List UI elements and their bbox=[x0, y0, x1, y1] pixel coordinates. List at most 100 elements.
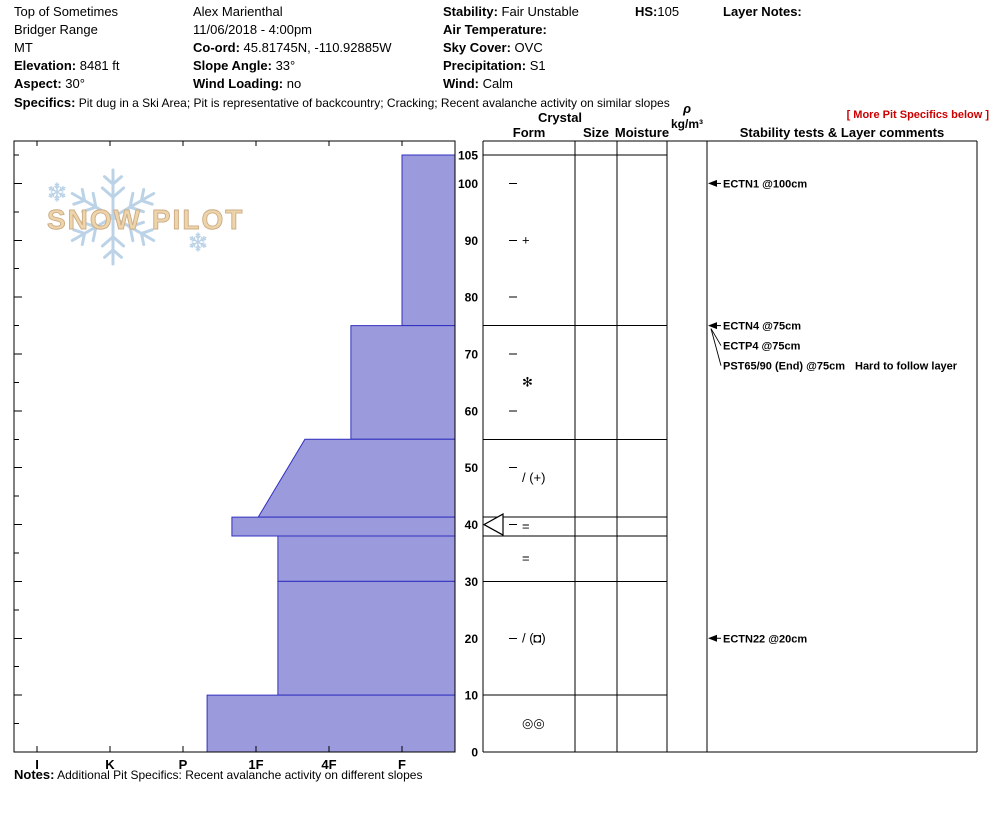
wind-loading-label: Wind Loading: bbox=[193, 76, 284, 91]
coordinates: Co-ord: 45.81745N, -110.92885W bbox=[193, 40, 391, 56]
more-specifics-note: [ More Pit Specifics below ] bbox=[846, 109, 989, 121]
snowpilot-watermark: SNOW PILOT bbox=[47, 168, 244, 266]
crystal-form-symbol: = bbox=[522, 551, 530, 566]
stability-test-label: ECTN4 @75cm bbox=[723, 321, 801, 333]
crystal-header: Crystal bbox=[537, 110, 583, 125]
wind-value: Calm bbox=[478, 76, 513, 91]
pit-name: Top of Sometimes bbox=[14, 4, 119, 19]
slope-angle-value: 33° bbox=[271, 58, 296, 73]
snowflake-icon bbox=[70, 168, 156, 266]
coord-value: 45.81745N, -110.92885W bbox=[239, 40, 392, 55]
snow-layer bbox=[257, 438, 456, 518]
hardness-label: 4F bbox=[321, 757, 336, 772]
stability-test-label: ECTN22 @20cm bbox=[723, 633, 807, 645]
depth-label: 60 bbox=[465, 404, 479, 418]
moisture-column-header: Moisture bbox=[614, 125, 670, 140]
snow-layer bbox=[206, 694, 456, 753]
wind-loading-value: no bbox=[283, 76, 302, 91]
depth-label: 90 bbox=[465, 234, 479, 248]
wind: Wind: Calm bbox=[443, 76, 513, 92]
aspect: Aspect: 30° bbox=[14, 76, 85, 92]
sky-cover: Sky Cover: OVC bbox=[443, 40, 543, 56]
hardness-label: 1F bbox=[248, 757, 263, 772]
aspect-value: 30° bbox=[61, 76, 85, 91]
hardness-label: K bbox=[105, 757, 115, 772]
crystal-form-symbol: = bbox=[522, 519, 530, 534]
footer-notes: Notes: Additional Pit Specifics: Recent … bbox=[14, 767, 422, 783]
test-connector-line bbox=[710, 328, 722, 346]
precipitation: Precipitation: S1 bbox=[443, 58, 546, 74]
stability-test-label: ECTN1 @100cm bbox=[723, 178, 807, 190]
wind-label: Wind: bbox=[443, 76, 479, 91]
test-arrow bbox=[708, 634, 717, 642]
snow-layer bbox=[231, 516, 456, 537]
observer-name: Alex Marienthal bbox=[193, 4, 283, 19]
hs-value: 105 bbox=[657, 4, 680, 19]
crystal-form-symbol: ◎◎ bbox=[522, 716, 545, 731]
stability-value: Fair Unstable bbox=[497, 4, 579, 19]
state: MT bbox=[14, 40, 33, 55]
notes-value: Additional Pit Specifics: Recent avalanc… bbox=[54, 768, 423, 782]
crystal-form-symbol: ✻ bbox=[522, 374, 533, 389]
precipitation-label: Precipitation: bbox=[443, 58, 527, 73]
depth-label: 10 bbox=[465, 689, 479, 703]
crystal-form-symbol: / (+) bbox=[522, 470, 545, 485]
snow-layer bbox=[277, 580, 456, 696]
test-arrow bbox=[708, 179, 717, 187]
stability-test-label: PST65/90 (End) @75cm Hard to follow layer bbox=[723, 361, 958, 373]
depth-label: 80 bbox=[465, 291, 479, 305]
crystal-form-symbol: / (◘) bbox=[522, 630, 546, 645]
layer-flag-marker bbox=[482, 513, 504, 537]
pit-specifics: Specifics: Pit dug in a Ski Area; Pit is… bbox=[14, 95, 670, 111]
hardness-label: F bbox=[398, 757, 406, 772]
layer-notes-label: Layer Notes: bbox=[723, 4, 802, 19]
wind-loading: Wind Loading: no bbox=[193, 76, 301, 92]
chart-frame bbox=[13, 140, 456, 753]
stability-rating: Stability: Fair Unstable bbox=[443, 4, 579, 20]
depth-label: 20 bbox=[465, 632, 479, 646]
air-temperature: Air Temperature: bbox=[443, 22, 547, 38]
sky-cover-label: Sky Cover: bbox=[443, 40, 511, 55]
elevation-label: Elevation: bbox=[14, 58, 77, 73]
depth-label: 40 bbox=[465, 518, 479, 532]
depth-label: 105 bbox=[458, 149, 478, 163]
hs-label: HS: bbox=[635, 4, 658, 19]
coord-label: Co-ord: bbox=[193, 40, 240, 55]
elevation: Elevation: 8481 ft bbox=[14, 58, 120, 74]
snow-layer bbox=[401, 154, 456, 327]
test-arrow bbox=[708, 322, 717, 330]
slope-angle: Slope Angle: 33° bbox=[193, 58, 295, 74]
hardness-label: I bbox=[35, 757, 39, 772]
watermark-text: SNOW PILOT bbox=[47, 204, 244, 235]
depth-label: 100 bbox=[458, 177, 478, 191]
stability-test-label: ECTP4 @75cm bbox=[723, 341, 801, 353]
height-of-snow: HS:105 bbox=[635, 4, 679, 20]
aspect-label: Aspect: bbox=[14, 76, 62, 91]
pit-datetime: 11/06/2018 - 4:00pm bbox=[193, 22, 313, 37]
form-column-header: Form bbox=[512, 125, 546, 140]
snowflake-icon bbox=[48, 182, 66, 202]
depth-label: 0 bbox=[471, 746, 478, 760]
specifics-label: Specifics: bbox=[14, 95, 76, 110]
stability-label: Stability: bbox=[443, 4, 498, 19]
test-connector-line bbox=[710, 328, 722, 366]
mountain-range: Bridger Range bbox=[14, 22, 98, 37]
density-header: ρ bbox=[683, 101, 691, 116]
slope-angle-label: Slope Angle: bbox=[193, 58, 272, 73]
depth-label: 30 bbox=[465, 575, 479, 589]
precipitation-value: S1 bbox=[526, 58, 546, 73]
sky-cover-value: OVC bbox=[510, 40, 543, 55]
stability-tests-header: Stability tests & Layer comments bbox=[739, 125, 945, 140]
depth-label: 50 bbox=[465, 461, 479, 475]
snow-layer bbox=[277, 535, 456, 582]
depth-label: 70 bbox=[465, 348, 479, 362]
snow-layer bbox=[350, 325, 456, 440]
crystal-form-symbol: + bbox=[522, 232, 530, 247]
snowflake-icon bbox=[189, 232, 207, 252]
notes-label: Notes: bbox=[14, 767, 55, 782]
density-units-header: kg/m³ bbox=[670, 117, 703, 131]
size-column-header: Size bbox=[582, 125, 609, 140]
elevation-value: 8481 ft bbox=[76, 58, 120, 73]
